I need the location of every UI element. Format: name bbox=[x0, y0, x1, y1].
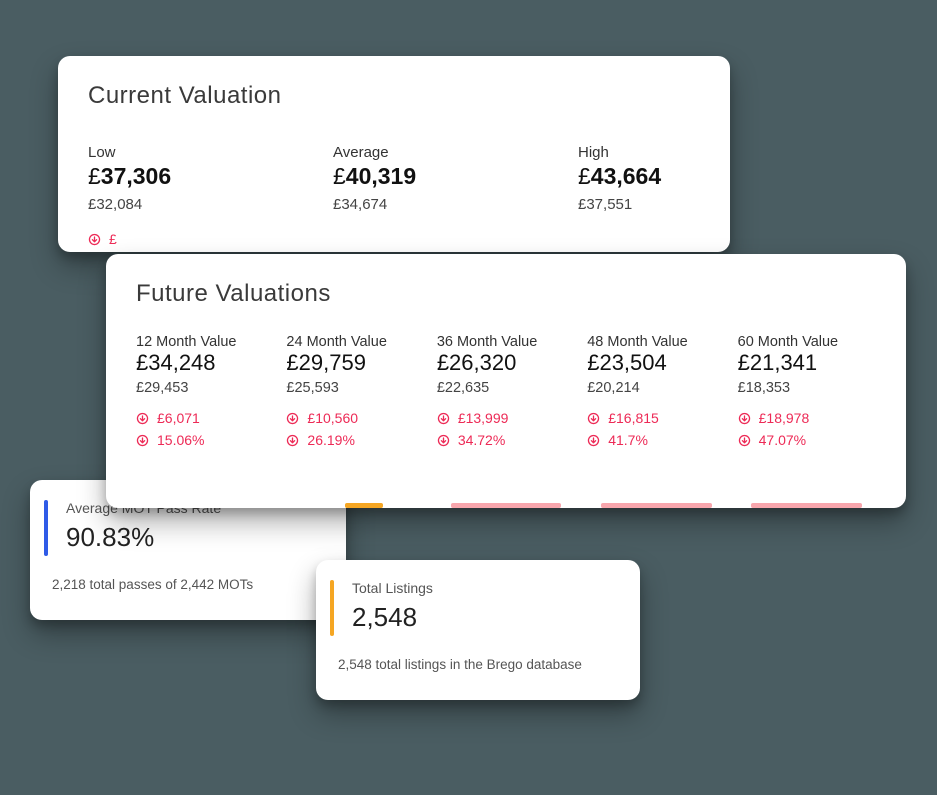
col-sub: £34,674 bbox=[333, 196, 568, 213]
future-columns: 12 Month Value£34,248 £29,453 £6,07115.06%… bbox=[136, 334, 876, 451]
future-col-1: 12 Month Value£34,248 £29,453 £6,07115.06% bbox=[136, 334, 274, 451]
stat-value: 90.83% bbox=[66, 522, 324, 553]
arrow-down-circle-icon bbox=[738, 434, 751, 447]
current-columns: Low £37,306 £32,084 Average £40,319 £34,… bbox=[88, 144, 700, 213]
future-col-3: 36 Month Value£26,320 £22,635 £13,99934.72… bbox=[437, 334, 575, 451]
accent-strip bbox=[330, 580, 334, 636]
arrow-down-circle-icon bbox=[587, 434, 600, 447]
future-bars bbox=[136, 502, 876, 508]
f-sub: £25,593 bbox=[286, 380, 424, 396]
arrow-down-circle-icon bbox=[286, 412, 299, 425]
future-col-2: 24 Month Value£29,759 £25,593 £10,56026.19… bbox=[286, 334, 424, 451]
bar bbox=[601, 503, 712, 508]
current-valuation-card: Current Valuation Low £37,306 £32,084 Av… bbox=[58, 56, 730, 252]
bar bbox=[345, 503, 384, 508]
current-col-high: High £43,664 £37,551 bbox=[578, 144, 730, 213]
total-listings-card: Total Listings 2,548 2,548 total listing… bbox=[316, 560, 640, 700]
f-sub: £18,353 bbox=[738, 380, 876, 396]
current-col-average: Average £40,319 £34,674 bbox=[333, 144, 568, 213]
stat-title: Total Listings bbox=[352, 580, 618, 596]
col-label: Low bbox=[88, 144, 323, 161]
arrow-down-circle-icon bbox=[286, 434, 299, 447]
col-label: High bbox=[578, 144, 730, 161]
card-title: Current Valuation bbox=[88, 82, 700, 110]
f-delta: £13,99934.72% bbox=[437, 408, 575, 451]
f-sub: £20,214 bbox=[587, 380, 725, 396]
future-col-4: 48 Month Value£23,504 £20,214 £16,81541.7% bbox=[587, 334, 725, 451]
bar-slot bbox=[286, 502, 424, 508]
f-delta: £18,97847.07% bbox=[738, 408, 876, 451]
current-col-low: Low £37,306 £32,084 bbox=[88, 144, 323, 213]
bar-slot bbox=[738, 502, 876, 508]
f-label: 48 Month Value bbox=[587, 334, 725, 350]
f-main: £34,248 bbox=[136, 350, 274, 376]
col-sub: £32,084 bbox=[88, 196, 323, 213]
f-delta: £6,07115.06% bbox=[136, 408, 274, 451]
f-label: 60 Month Value bbox=[738, 334, 876, 350]
stat-footer: 2,548 total listings in the Brego databa… bbox=[338, 657, 618, 672]
arrow-down-circle-icon bbox=[738, 412, 751, 425]
future-valuations-card: Future Valuations 12 Month Value£34,248 £… bbox=[106, 254, 906, 508]
bar bbox=[451, 503, 562, 508]
arrow-down-circle-icon bbox=[88, 233, 101, 246]
f-main: £21,341 bbox=[738, 350, 876, 376]
col-main: £40,319 bbox=[333, 163, 568, 190]
current-delta-clipped: £ bbox=[88, 231, 700, 247]
f-main: £23,504 bbox=[587, 350, 725, 376]
future-col-5: 60 Month Value£21,341 £18,353 £18,97847.07… bbox=[738, 334, 876, 451]
col-label: Average bbox=[333, 144, 568, 161]
arrow-down-circle-icon bbox=[437, 412, 450, 425]
f-delta: £16,81541.7% bbox=[587, 408, 725, 451]
bar-slot bbox=[437, 502, 575, 508]
arrow-down-circle-icon bbox=[437, 434, 450, 447]
f-sub: £22,635 bbox=[437, 380, 575, 396]
bar bbox=[751, 503, 862, 508]
card-title: Future Valuations bbox=[136, 280, 876, 308]
f-label: 24 Month Value bbox=[286, 334, 424, 350]
f-delta: £10,56026.19% bbox=[286, 408, 424, 451]
arrow-down-circle-icon bbox=[136, 412, 149, 425]
bar-slot bbox=[136, 502, 274, 508]
col-sub: £37,551 bbox=[578, 196, 730, 213]
f-main: £29,759 bbox=[286, 350, 424, 376]
stat-footer: 2,218 total passes of 2,442 MOTs bbox=[52, 577, 324, 592]
col-main: £37,306 bbox=[88, 163, 323, 190]
bar-slot bbox=[587, 502, 725, 508]
f-main: £26,320 bbox=[437, 350, 575, 376]
col-main: £43,664 bbox=[578, 163, 730, 190]
stat-value: 2,548 bbox=[352, 602, 618, 633]
f-label: 36 Month Value bbox=[437, 334, 575, 350]
accent-strip bbox=[44, 500, 48, 556]
arrow-down-circle-icon bbox=[587, 412, 600, 425]
f-label: 12 Month Value bbox=[136, 334, 274, 350]
arrow-down-circle-icon bbox=[136, 434, 149, 447]
f-sub: £29,453 bbox=[136, 380, 274, 396]
